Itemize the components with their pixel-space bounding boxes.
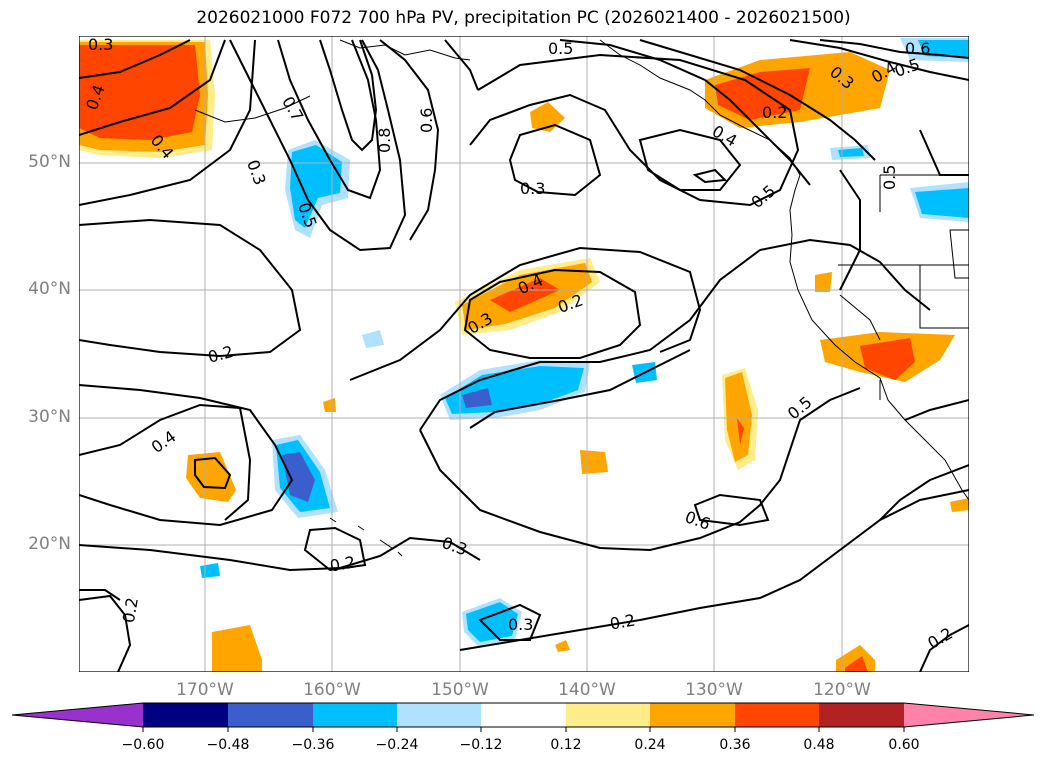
colorbar-tick-label: 0.60 (888, 737, 920, 753)
contour-label: 0.5 (548, 39, 573, 58)
colorbar-extend-max (904, 703, 1034, 727)
colorbar-cell (228, 703, 313, 727)
contour-label: 0.2 (119, 596, 142, 624)
contour-label: 0.3 (520, 179, 545, 198)
colorbar-tick-label: −0.48 (206, 737, 250, 753)
lon-tick-label: 150°W (431, 680, 489, 700)
pv-contours (79, 39, 969, 672)
colorbar-cell (650, 703, 735, 727)
plot-title: 2026021000 F072 700 hPa PV, precipitatio… (196, 8, 851, 28)
contour-label: 0.5 (880, 165, 899, 190)
contour-label: 0.6 (905, 39, 930, 58)
colorbar-cell (735, 703, 819, 727)
contour-label: 0.2 (762, 103, 787, 122)
contour-label: 0.2 (608, 610, 636, 633)
colorbar-tick-label: −0.36 (291, 737, 335, 753)
colorbar-cell (313, 703, 397, 727)
lon-tick-label: 160°W (303, 680, 361, 700)
contour-label: 0.8 (375, 128, 394, 153)
contour-label: 0.6 (417, 108, 436, 133)
lon-tick-label: 120°W (813, 680, 871, 700)
colorbar-extend-min (12, 703, 143, 727)
lon-tick-label: 140°W (558, 680, 616, 700)
lon-tick-label: 170°W (176, 680, 234, 700)
colorbar-tick-label: 0.48 (803, 737, 835, 753)
lat-tick-label: 50°N (28, 152, 71, 172)
gridlines (79, 36, 969, 672)
contour-label: 0.2 (328, 552, 356, 575)
lat-tick-label: 30°N (28, 407, 71, 427)
colorbar-cell (481, 703, 566, 727)
lat-tick-label: 40°N (28, 279, 71, 299)
colorbar-cell (566, 703, 650, 727)
contour-label: 0.3 (508, 615, 533, 634)
colorbar-tick-label: −0.12 (459, 737, 503, 753)
colorbar-tick-label: 0.36 (719, 737, 751, 753)
colorbar-cell (819, 703, 904, 727)
colorbar-cell (143, 703, 228, 727)
colorbar-cell (397, 703, 481, 727)
contour-label: 0.3 (88, 35, 113, 54)
colorbar-tick-label: −0.60 (121, 737, 165, 753)
colorbar (11, 702, 1035, 732)
negative-shading (200, 38, 969, 646)
lon-tick-label: 130°W (685, 680, 743, 700)
colorbar-tick-label: 0.24 (634, 737, 666, 753)
coastlines (194, 39, 969, 557)
colorbar-tick-label: −0.24 (375, 737, 419, 753)
colorbar-tick-label: 0.12 (550, 737, 582, 753)
map-area: 0.3 0.4 0.4 0.3 0.7 0.5 0.8 0.6 0.5 0.3 … (79, 35, 969, 672)
lat-tick-label: 20°N (28, 534, 71, 554)
positive-shading (79, 40, 969, 672)
